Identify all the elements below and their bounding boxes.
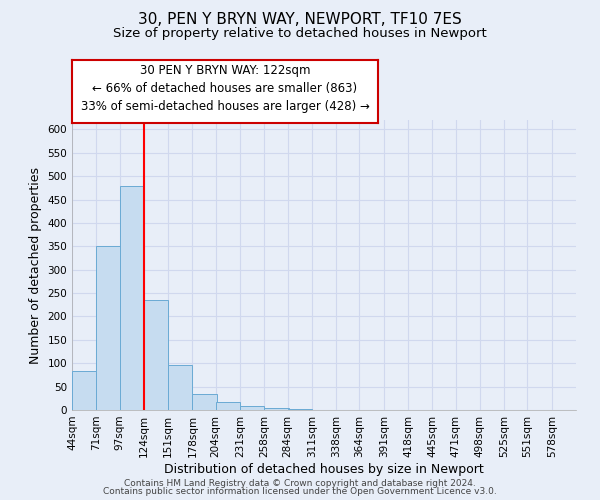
Bar xyxy=(216,402,240,410)
Text: 30 PEN Y BRYN WAY: 122sqm
← 66% of detached houses are smaller (863)
33% of semi: 30 PEN Y BRYN WAY: 122sqm ← 66% of detac… xyxy=(80,64,370,112)
Bar xyxy=(264,408,289,410)
Bar xyxy=(96,246,121,410)
X-axis label: Distribution of detached houses by size in Newport: Distribution of detached houses by size … xyxy=(164,462,484,475)
Bar xyxy=(72,371,96,410)
Text: Size of property relative to detached houses in Newport: Size of property relative to detached ho… xyxy=(113,28,487,40)
Bar xyxy=(144,300,168,410)
Bar xyxy=(193,394,217,410)
Y-axis label: Number of detached properties: Number of detached properties xyxy=(29,166,42,364)
Bar xyxy=(168,364,193,410)
Text: Contains HM Land Registry data © Crown copyright and database right 2024.: Contains HM Land Registry data © Crown c… xyxy=(124,478,476,488)
Bar xyxy=(240,406,264,410)
Text: Contains public sector information licensed under the Open Government Licence v3: Contains public sector information licen… xyxy=(103,487,497,496)
Bar xyxy=(119,186,144,410)
Text: 30, PEN Y BRYN WAY, NEWPORT, TF10 7ES: 30, PEN Y BRYN WAY, NEWPORT, TF10 7ES xyxy=(138,12,462,28)
Bar xyxy=(287,409,312,410)
